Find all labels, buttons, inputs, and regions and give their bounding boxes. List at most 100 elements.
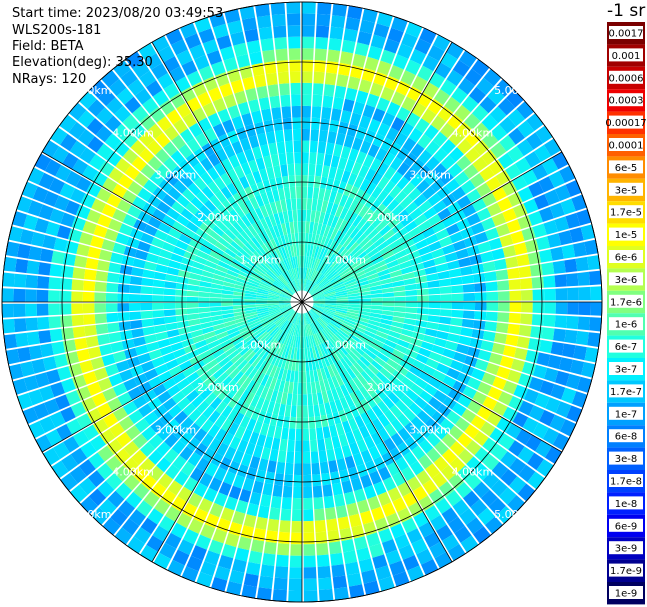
range-bin [225, 364, 237, 376]
range-bin [258, 285, 270, 292]
range-bin [510, 230, 525, 244]
range-bin [323, 189, 332, 202]
range-bin [371, 297, 383, 302]
range-bin [386, 234, 399, 245]
range-bin [404, 201, 418, 215]
range-bin [123, 246, 138, 258]
range-bin [367, 45, 383, 61]
range-bin [181, 461, 196, 477]
range-bin [191, 395, 205, 409]
range-bin [321, 313, 332, 321]
range-bin [321, 165, 330, 178]
range-bin [227, 68, 241, 83]
range-bin [188, 318, 201, 326]
range-bin [65, 240, 79, 254]
range-bin [362, 104, 376, 119]
range-bin [165, 322, 178, 331]
range-bin [278, 211, 285, 224]
range-bin [151, 237, 165, 249]
range-bin [452, 402, 467, 417]
range-bin [362, 352, 374, 364]
range-bin [171, 134, 186, 150]
range-bin [566, 405, 583, 423]
range-bin [267, 302, 279, 304]
range-bin [267, 305, 280, 310]
range-bin [221, 309, 234, 315]
range-bin [305, 232, 309, 245]
range-bin [187, 422, 201, 437]
range-bin [22, 407, 39, 424]
colorbar-label-box [609, 205, 643, 219]
range-bin [230, 262, 242, 271]
range-bin [199, 244, 212, 255]
range-bin [175, 282, 188, 290]
range-bin [564, 258, 578, 273]
range-bin [346, 224, 356, 237]
range-bin [127, 536, 145, 554]
range-bin [278, 344, 286, 356]
range-bin [308, 163, 316, 176]
range-bin [335, 505, 348, 519]
range-bin [358, 205, 370, 218]
range-bin [317, 141, 327, 154]
range-bin [342, 222, 352, 234]
range-bin [390, 432, 404, 447]
range-bin [264, 273, 275, 282]
range-bin [259, 314, 271, 321]
range-bin [277, 450, 287, 463]
range-bin [474, 282, 487, 292]
colorbar-label: 1.7e-5 [610, 208, 642, 219]
range-bin [239, 248, 251, 259]
range-bin [207, 181, 220, 195]
range-bin [117, 303, 130, 312]
range-bin [146, 80, 163, 97]
range-bin [321, 343, 329, 355]
colorbar-label-box [609, 160, 643, 174]
elevation-text: Elevation(deg): 35.30 [12, 55, 153, 70]
range-bin [333, 334, 343, 345]
range-bin [153, 271, 167, 281]
range-bin [113, 123, 130, 140]
range-bin [199, 472, 213, 488]
range-bin [451, 293, 464, 302]
range-bin [164, 448, 179, 464]
range-bin [396, 209, 410, 222]
range-bin [302, 382, 307, 395]
range-bin [474, 292, 487, 301]
range-bin [202, 447, 216, 462]
range-bin [512, 203, 528, 218]
range-bin [395, 364, 409, 376]
range-bin [394, 302, 406, 307]
range-bin [281, 290, 292, 297]
range-bin [458, 257, 472, 268]
range-bin [154, 363, 169, 376]
range-bin [308, 416, 316, 429]
range-bin [287, 163, 295, 176]
range-bin [148, 245, 162, 256]
range-bin [269, 201, 278, 215]
range-bin [362, 333, 374, 342]
range-bin [256, 305, 268, 310]
range-bin [216, 35, 232, 50]
range-bin [383, 212, 396, 225]
range-bin [438, 382, 452, 396]
range-bin [181, 384, 195, 397]
range-bin [312, 187, 320, 200]
range-bin [2, 272, 15, 287]
range-bin [131, 156, 147, 172]
range-bin [339, 469, 350, 483]
range-bin [98, 160, 115, 177]
range-bin [289, 59, 301, 72]
range-bin [308, 359, 313, 371]
range-bin [292, 335, 297, 348]
range-bin [228, 330, 241, 339]
range-bin [94, 292, 107, 302]
range-bin [239, 65, 253, 80]
range-bin [288, 36, 301, 49]
range-bin [311, 308, 322, 316]
range-bin [171, 201, 185, 214]
range-bin [466, 456, 483, 473]
range-bin [261, 399, 270, 412]
range-bin [93, 224, 108, 238]
range-bin [401, 238, 415, 249]
